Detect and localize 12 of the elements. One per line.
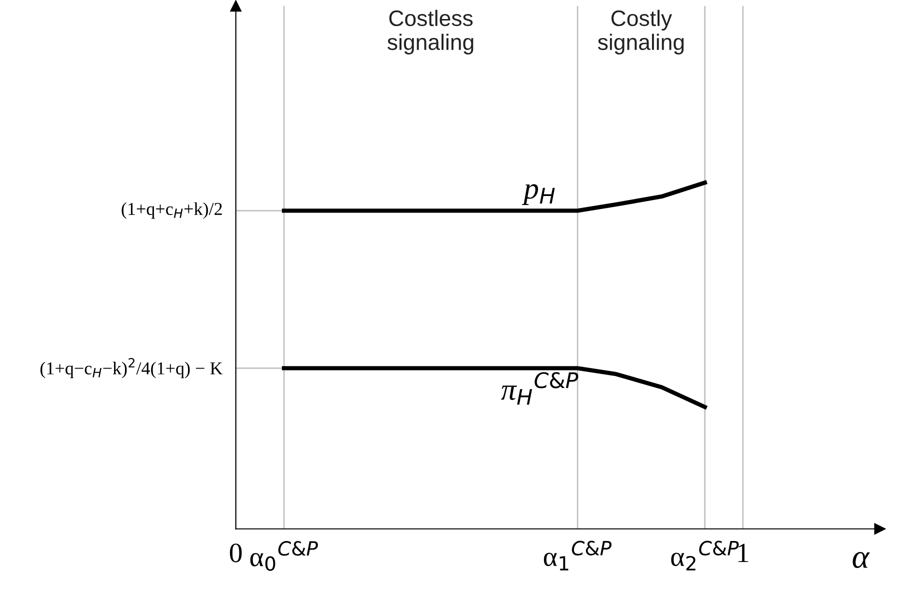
ref-line-label: (1+q+c$_{H}$+k)/2 [122, 202, 222, 219]
series-label: p$_{H}$ [522, 184, 555, 205]
text: Costly signaling [598, 10, 684, 54]
x-axis-title: α [852, 552, 870, 568]
ref-line-label: α$_{1}$$^{C&P}$ [544, 540, 612, 570]
ref-line-label: (1+q−c$_{H}$−k)$^{2}$/4(1+q) − K [40, 358, 223, 378]
x-tick-label: 1 [738, 544, 748, 562]
ref-line-label: α$_{2}$$^{C&P}$ [671, 540, 739, 570]
ref-line-label: α$_{0}$$^{C&P}$ [250, 541, 318, 571]
text: Costless signaling [388, 10, 474, 54]
x-tick-label: 0 [230, 544, 242, 562]
series-label: π$_{H}$$^{C&P}$ [501, 372, 578, 405]
